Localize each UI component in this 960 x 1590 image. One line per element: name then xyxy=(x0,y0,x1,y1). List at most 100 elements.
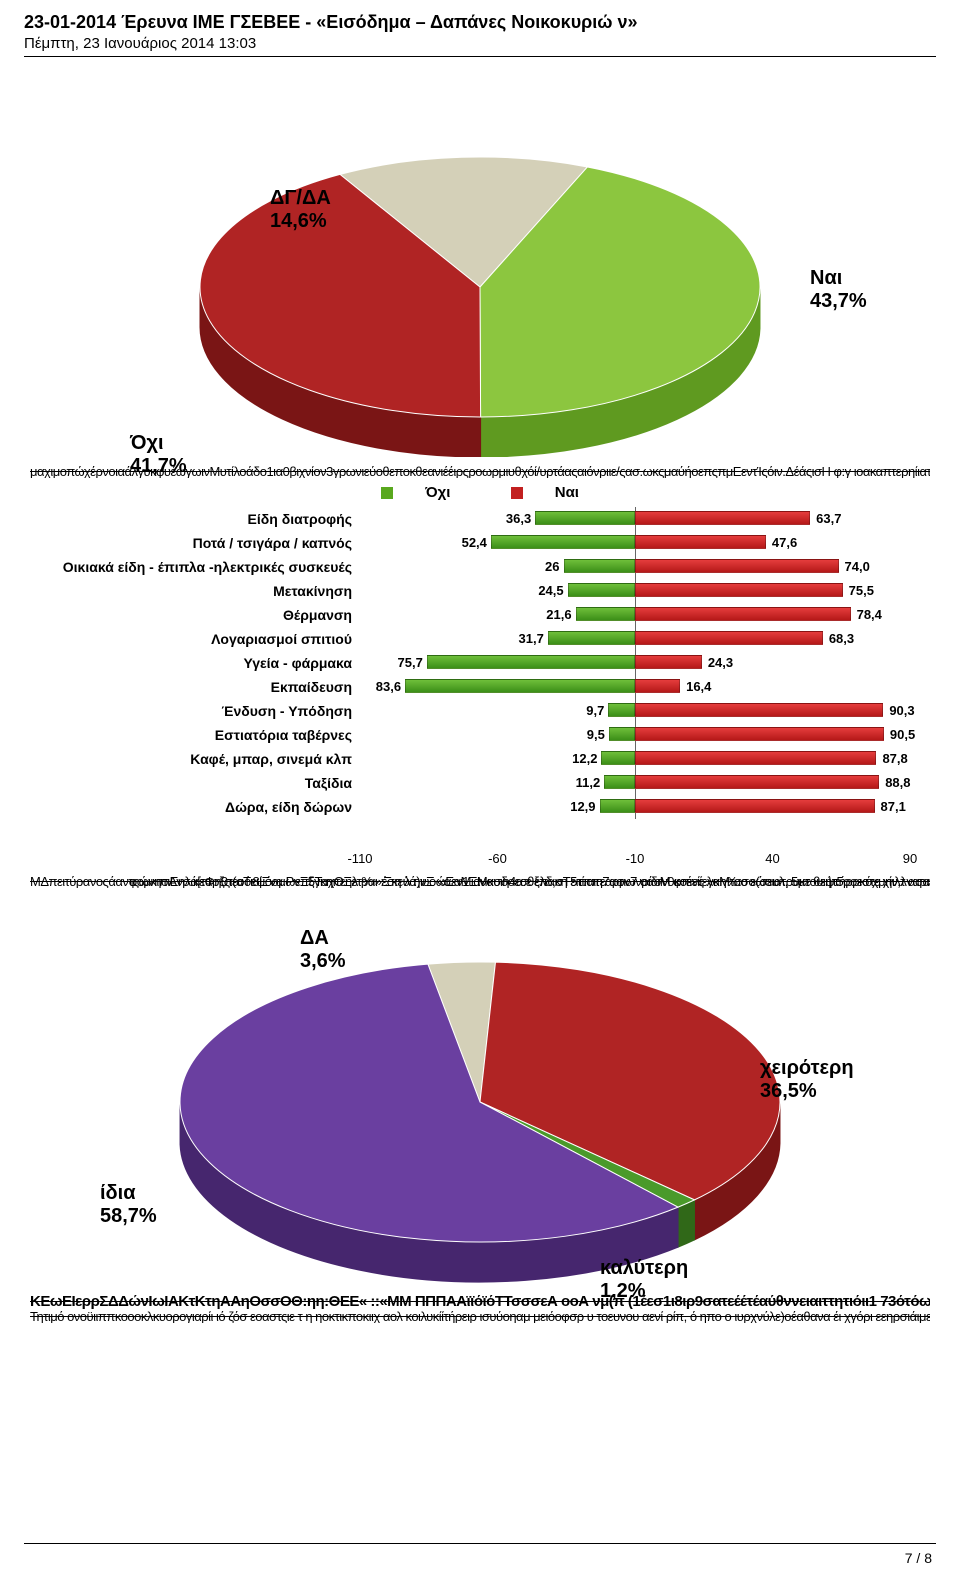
bar-neg-value: 75,7 xyxy=(398,651,423,675)
garbled-caption-2: ΜΔπειτύρανοςάαντςώνησΑνσ.κεΦη0τ(αΤι8ίΞνα… xyxy=(30,875,930,888)
bar-pos xyxy=(635,559,839,573)
page-datetime: Πέμπτη, 23 Ιανουάριος 2014 13:03 xyxy=(24,35,936,52)
pie1-label-oxi: Όχι 41,7% xyxy=(130,432,187,478)
pie2-label-xeiroteri-val: 36,5% xyxy=(760,1080,817,1102)
bar-pos xyxy=(635,511,810,525)
bar-row: 26 74,0 xyxy=(360,555,910,579)
pie1-label-dgda-text: ΔΓ/ΔΑ xyxy=(270,187,331,209)
bar-neg xyxy=(491,535,635,549)
bar-neg xyxy=(609,727,635,741)
bar-neg xyxy=(405,679,635,693)
bar-pos-value: 63,7 xyxy=(816,507,841,531)
pie2-label-da-text: ΔΑ xyxy=(300,927,329,949)
bar-neg-value: 12,9 xyxy=(570,795,595,819)
bar-category-label: Λογαριασμοί σπιτιού xyxy=(50,627,352,651)
bar-legend: Όχι Ναι xyxy=(50,484,910,501)
page-number: 7 / 8 xyxy=(24,1550,936,1566)
pie2-label-xeiroteri: χειρότερη 36,5% xyxy=(760,1057,854,1103)
diverging-bar-chart: Όχι Ναι Είδη διατροφήςΠοτά / τσιγάρα / κ… xyxy=(50,484,910,871)
bar-neg-value: 9,7 xyxy=(586,699,604,723)
pie1-label-oxi-val: 41,7% xyxy=(130,455,187,477)
bar-neg xyxy=(427,655,635,669)
pie2-label-kalyteri-text: καλύτερη xyxy=(600,1257,688,1279)
bar-category-label: Υγεία - φάρμακα xyxy=(50,651,352,675)
bar-category-label: Ένδυση - Υπόδηση xyxy=(50,699,352,723)
bar-pos-value: 47,6 xyxy=(772,531,797,555)
bar-category-label: Ταξίδια xyxy=(50,771,352,795)
bar-pos-value: 74,0 xyxy=(845,555,870,579)
pie1-label-dgda: ΔΓ/ΔΑ 14,6% xyxy=(270,187,331,233)
bar-pos xyxy=(635,727,884,741)
bar-x-axis: -110-60-104090 xyxy=(50,851,910,871)
pie2-label-idia: ίδια 58,7% xyxy=(100,1182,157,1228)
bar-neg-value: 26 xyxy=(545,555,559,579)
bar-plot-area: 36,3 63,7 52,4 47,6 26 74,0 24,5 75,5 21,6 78,431… xyxy=(360,507,910,847)
footer-rule xyxy=(24,1543,936,1544)
garble2-tail: φομκιπιΕηλά[ταρξςιεοόεψόομωεπξγκηιτεηλ ρ… xyxy=(129,875,930,888)
header-rule xyxy=(24,56,936,57)
pie-chart-1: ΔΓ/ΔΑ 14,6% Ναι 43,7% Όχι 41,7% xyxy=(70,97,890,457)
bar-category-label: Καφέ, μπαρ, σινεμά κλπ xyxy=(50,747,352,771)
bar-neg xyxy=(568,583,635,597)
page-title: 23-01-2014 Έρευνα ΙΜΕ ΓΣΕΒΕΕ - «Εισόδημα… xyxy=(24,12,936,33)
pie-chart-2: ΔΑ 3,6% χειρότερη 36,5% καλύτερη 1,2% ίδ… xyxy=(70,892,890,1292)
bar-pos xyxy=(635,799,875,813)
pie2-label-xeiroteri-text: χειρότερη xyxy=(760,1057,854,1079)
bar-row: 9,590,5 xyxy=(360,723,910,747)
pie2-label-da: ΔΑ 3,6% xyxy=(300,927,346,973)
pie2-label-kalyteri-val: 1,2% xyxy=(600,1280,646,1302)
bar-pos-value: 78,4 xyxy=(857,603,882,627)
legend-pos-label: Ναι xyxy=(555,484,579,501)
pie2-label-idia-val: 58,7% xyxy=(100,1205,157,1227)
bar-category-label: Θέρμανση xyxy=(50,603,352,627)
bar-row: 75,7 24,3 xyxy=(360,651,910,675)
bar-neg xyxy=(548,631,635,645)
bar-pos xyxy=(635,775,879,789)
bar-pos-value: 16,4 xyxy=(686,675,711,699)
bar-pos xyxy=(635,631,823,645)
pie1-label-nai: Ναι 43,7% xyxy=(810,267,867,313)
bar-category-label: Ποτά / τσιγάρα / καπνός xyxy=(50,531,352,555)
bar-pos xyxy=(635,607,851,621)
bar-pos-value: 24,3 xyxy=(708,651,733,675)
bar-pos-value: 87,1 xyxy=(881,795,906,819)
bar-category-labels: Είδη διατροφήςΠοτά / τσιγάρα / καπνόςΟικ… xyxy=(50,507,360,847)
bar-neg xyxy=(608,703,635,717)
bar-pos-value: 68,3 xyxy=(829,627,854,651)
bar-neg xyxy=(600,799,635,813)
bar-neg-value: 21,6 xyxy=(546,603,571,627)
bar-neg-value: 52,4 xyxy=(462,531,487,555)
bar-x-tick: -110 xyxy=(347,851,372,866)
bar-pos-value: 90,3 xyxy=(889,699,914,723)
bar-pos xyxy=(635,535,766,549)
bar-pos-value: 75,5 xyxy=(849,579,874,603)
bar-row: 11,288,8 xyxy=(360,771,910,795)
bar-neg xyxy=(576,607,635,621)
bar-neg-value: 36,3 xyxy=(506,507,531,531)
bar-row: 36,3 63,7 xyxy=(360,507,910,531)
pie1-label-nai-val: 43,7% xyxy=(810,290,867,312)
legend-neg-swatch xyxy=(381,487,393,499)
bar-category-label: Μετακίνηση xyxy=(50,579,352,603)
legend-pos: Ναι xyxy=(497,484,593,501)
legend-neg-label: Όχι xyxy=(425,484,450,501)
pie1-svg xyxy=(70,97,890,457)
bar-neg xyxy=(604,775,635,789)
legend-pos-swatch xyxy=(511,487,523,499)
bar-row: 31,768,3 xyxy=(360,627,910,651)
garble3-line1: ΚΕωΕΙερρΣΔΔώνΙωΙΑΚτΚτηΑΑηΟσσΟΘ:ηη:ΘΕΕ« :… xyxy=(30,1294,930,1310)
pie2-label-da-val: 3,6% xyxy=(300,950,346,972)
bar-x-tick: 90 xyxy=(903,851,917,866)
bar-row: 12,287,8 xyxy=(360,747,910,771)
bar-row: 24,5 75,5 xyxy=(360,579,910,603)
pie1-label-oxi-text: Όχι xyxy=(130,432,164,454)
bar-pos xyxy=(635,751,876,765)
bar-pos-value: 90,5 xyxy=(890,723,915,747)
pie1-label-dgda-val: 14,6% xyxy=(270,210,327,232)
bar-pos-value: 88,8 xyxy=(885,771,910,795)
bar-neg-value: 24,5 xyxy=(538,579,563,603)
pie2-label-kalyteri: καλύτερη 1,2% xyxy=(600,1257,688,1303)
bar-neg xyxy=(601,751,635,765)
bar-row: 83,616,4 xyxy=(360,675,910,699)
pie1-label-nai-text: Ναι xyxy=(810,267,842,289)
